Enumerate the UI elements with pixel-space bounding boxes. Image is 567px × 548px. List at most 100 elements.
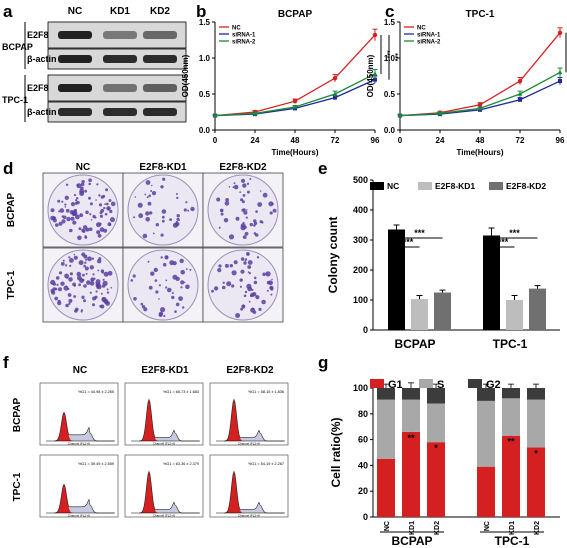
colony-dot — [259, 190, 262, 192]
chart-b-series-line — [214, 34, 376, 117]
chart-e-category-label: TPC-1 — [493, 337, 528, 351]
colony-dot — [137, 202, 143, 208]
colony-dot — [270, 293, 273, 296]
colony-dot — [239, 278, 243, 282]
colony-dot — [180, 280, 185, 285]
colony-dot — [59, 208, 65, 213]
colony-dot — [161, 219, 165, 223]
colony-dot — [81, 295, 85, 299]
colony-dot — [270, 287, 274, 291]
colony-dot — [91, 257, 95, 260]
colony-dot — [160, 307, 166, 313]
panel-letter-g: g — [318, 353, 328, 372]
chart-g-ytick-label: 40 — [358, 460, 368, 470]
chart-g-bar-segment — [427, 403, 445, 443]
blot-band-label: β-actin — [27, 54, 57, 64]
colony-dot — [99, 214, 103, 218]
flow-frame — [209, 382, 289, 446]
colony-dot — [80, 182, 85, 187]
colony-dot — [158, 312, 163, 317]
chart-b-ylabel: OD(450nm) — [181, 54, 190, 97]
colony-dot — [185, 284, 190, 290]
chart-e-legend-label: E2F8-KD1 — [435, 181, 475, 191]
colony-dot — [172, 222, 178, 228]
chart-g-ytick-label: 0 — [363, 512, 368, 522]
blot-band — [103, 84, 137, 92]
colony-dot — [76, 197, 79, 200]
colony-dot — [235, 313, 241, 318]
colony-dot — [182, 306, 185, 309]
chart-g-ytick-label: 100 — [353, 383, 368, 393]
blot-band — [143, 108, 177, 116]
chart-g-bar-segment — [402, 399, 420, 432]
colony-dot — [258, 307, 262, 311]
chart-g-bar-segment — [477, 388, 495, 401]
colony-dot — [78, 227, 82, 231]
colony-dot — [89, 265, 95, 270]
chart-b-point — [292, 99, 298, 104]
chart-b-xlabel: Time(Hours) — [272, 148, 319, 157]
colony-dot — [219, 208, 224, 213]
colony-dot — [79, 188, 85, 194]
colony-dot — [244, 231, 249, 236]
flow-g1-annotation: %G1 = 58.15 ± 1.836 — [248, 390, 284, 394]
chart-g-bar-segment — [377, 458, 395, 517]
colony-dot — [178, 296, 184, 301]
colony-dot — [243, 210, 248, 215]
colony-dot — [94, 216, 97, 219]
colony-dot — [89, 213, 92, 216]
chart-b-point — [332, 75, 338, 81]
colony-dot — [246, 209, 248, 211]
colony-dot — [249, 222, 253, 227]
colony-dot — [224, 201, 230, 206]
chart-g-category-label: KD2 — [434, 521, 441, 535]
chart-c-ytick-label: 1.5 — [384, 18, 396, 27]
colony-dot — [133, 297, 137, 301]
colony-dot — [98, 194, 101, 197]
chart-b-significance: *** — [391, 53, 398, 61]
chart-b-legend-label: NC — [232, 26, 241, 32]
colony-dot — [97, 259, 102, 264]
colony-dot — [76, 183, 82, 189]
colony-dot — [55, 223, 59, 227]
colony-dot — [231, 270, 237, 276]
chart-e-ytick-label: 200 — [353, 265, 368, 275]
colony-dot — [255, 295, 260, 300]
colony-dot — [241, 200, 245, 204]
blot-lane-label: KD2 — [150, 6, 170, 17]
chart-c-point — [557, 69, 563, 75]
chart-g-significance: ** — [407, 433, 415, 443]
colony-dot — [61, 200, 64, 203]
colony-dot — [232, 186, 235, 189]
chart-b-point — [372, 71, 378, 76]
chart-g-ytick-label: 60 — [358, 435, 368, 445]
colony-dot — [218, 264, 222, 268]
chart-e-bar — [434, 292, 451, 330]
panel-letter-f: f — [3, 353, 9, 372]
colony-dot — [175, 193, 178, 195]
colony-dot — [105, 301, 110, 306]
chart-g-bar-segment — [402, 388, 420, 400]
colony-dot — [77, 235, 82, 241]
chart-b-ytick-label: 0.5 — [199, 90, 211, 99]
chart-e-ytick-label: 100 — [353, 295, 368, 305]
colony-dot — [86, 280, 91, 285]
colony-dot — [80, 310, 83, 313]
colony-dot — [102, 194, 106, 198]
colony-dot — [261, 299, 266, 305]
blot-band — [103, 55, 137, 63]
chart-g-group-label: BCPAP — [391, 534, 432, 548]
colony-dot — [84, 189, 88, 193]
colony-dot — [57, 199, 61, 203]
colony-dot — [179, 258, 184, 264]
colony-dot — [151, 191, 157, 196]
colony-dot — [73, 255, 78, 260]
colony-dot — [90, 219, 93, 221]
colony-dish — [127, 249, 199, 321]
flow-row-label: BCPAP — [12, 398, 23, 433]
colony-dot — [88, 182, 91, 186]
colony-dot — [90, 277, 95, 282]
chart-b-xtick-label: 24 — [251, 136, 260, 145]
colony-dot — [256, 256, 260, 259]
flow-axis-label: Channel (FL2-A) — [153, 514, 175, 518]
